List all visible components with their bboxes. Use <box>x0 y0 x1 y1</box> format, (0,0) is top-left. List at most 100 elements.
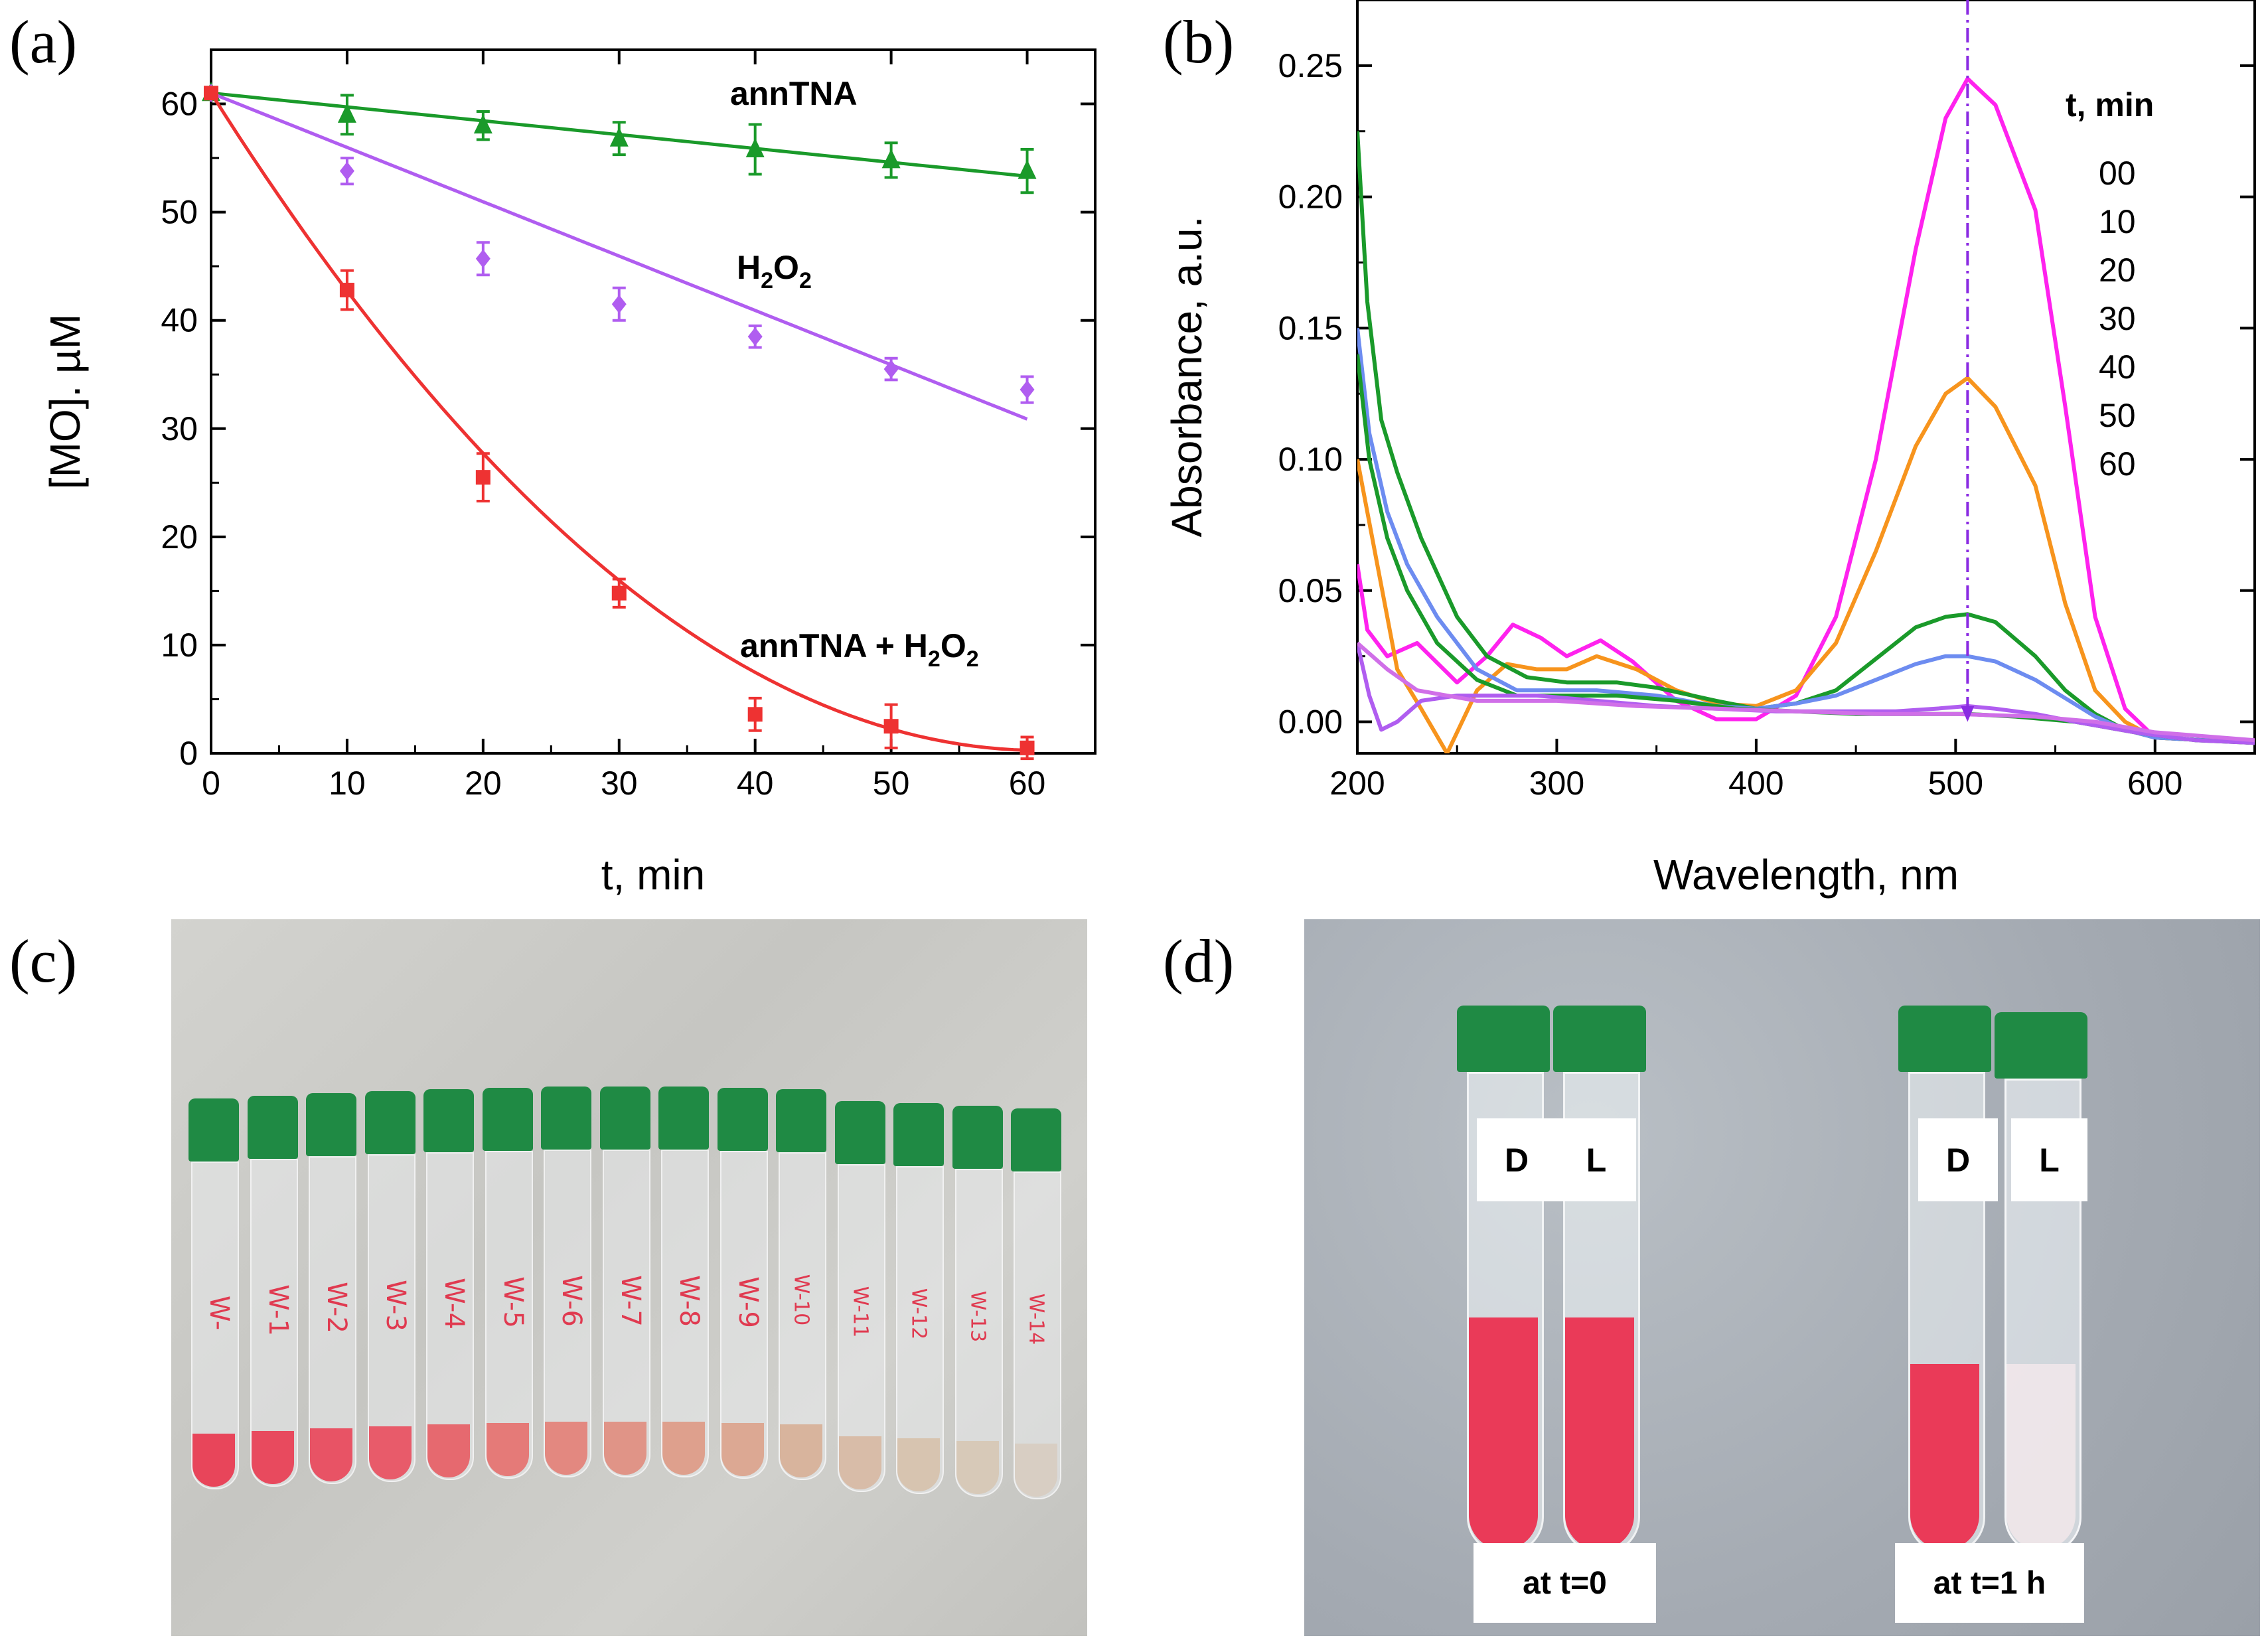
liquid <box>368 1426 412 1479</box>
liquid <box>427 1424 470 1477</box>
liquid-clear <box>2006 1364 2076 1550</box>
tube-label: W-9 <box>732 1276 763 1328</box>
liquid <box>192 1434 235 1487</box>
tube-label: W-13 <box>966 1290 989 1343</box>
cap-green <box>893 1103 944 1166</box>
test-tube: W-1 <box>245 1096 301 1494</box>
cap-green <box>1898 1006 1991 1072</box>
cap-green <box>423 1089 474 1152</box>
series-label-1: H2O2 <box>737 249 812 293</box>
cap-green <box>1553 1006 1646 1072</box>
label-right-d: D <box>1918 1118 1998 1201</box>
y-tick-label-a: 40 <box>161 302 198 339</box>
data-point-triangle <box>473 114 492 134</box>
data-point-square <box>1020 740 1035 755</box>
tube-left-d <box>1457 1006 1550 1556</box>
panel-a-letter: (a) <box>9 8 78 76</box>
tube-left-l <box>1553 1006 1646 1556</box>
data-point-triangle <box>745 138 765 158</box>
y-axis-label-a: [MO]. µM <box>41 314 89 489</box>
test-tube: W-6 <box>538 1087 594 1485</box>
test-tube: W- <box>186 1098 242 1497</box>
data-point-square <box>611 585 627 601</box>
data-point-square <box>204 86 218 101</box>
cap-green <box>247 1096 298 1159</box>
cap-green <box>1995 1012 2087 1079</box>
cap-green <box>658 1087 709 1150</box>
caption-right: at t=1 h <box>1895 1543 2084 1623</box>
liquid <box>897 1438 940 1491</box>
data-point-diamond <box>611 295 627 314</box>
liquid <box>310 1428 352 1481</box>
panel-d-letter: (d) <box>1163 927 1235 995</box>
tube-label: W-11 <box>848 1286 871 1338</box>
test-tube: W-5 <box>480 1088 536 1486</box>
tube-right-d <box>1898 1006 1991 1556</box>
y-tick-label-a: 50 <box>161 194 198 231</box>
test-tube: W-12 <box>891 1103 946 1501</box>
tube-label: W-7 <box>615 1275 646 1327</box>
tube-right-l <box>1995 1012 2087 1556</box>
series-label-2: annTNA + H2O2 <box>740 627 979 672</box>
tube-label: W-4 <box>439 1278 469 1329</box>
liquid <box>486 1423 529 1476</box>
cap-green <box>189 1098 239 1162</box>
tube-label: W-10 <box>789 1274 813 1326</box>
tube-label: W- <box>204 1295 234 1331</box>
tube-label: W-3 <box>380 1280 411 1331</box>
tube-label: W-14 <box>1024 1293 1048 1345</box>
tube-label: W-6 <box>556 1275 587 1327</box>
cap-green <box>364 1091 416 1154</box>
y-tick-label-a: 10 <box>161 627 198 664</box>
tube-label: W-8 <box>674 1275 704 1327</box>
data-point-triangle <box>1018 159 1037 179</box>
cap-green <box>541 1087 591 1150</box>
data-point-square <box>339 283 354 298</box>
x-axis-label-a: t, min <box>601 851 705 899</box>
liquid <box>545 1422 587 1475</box>
tube-label: W-5 <box>497 1276 528 1328</box>
cap-green <box>834 1101 885 1164</box>
x-tick-label-a: 10 <box>329 765 366 802</box>
data-point-diamond <box>1020 380 1035 400</box>
x-tick-label-a: 40 <box>737 765 774 802</box>
label-left-l: L <box>1556 1118 1636 1201</box>
label-left-d: D <box>1477 1118 1556 1201</box>
liquid <box>1015 1444 1057 1497</box>
liquid <box>721 1423 764 1476</box>
tube-label: W-2 <box>321 1282 352 1333</box>
x-tick-label-a: 50 <box>873 765 910 802</box>
cap-green <box>717 1088 768 1151</box>
test-tube: W-14 <box>1008 1108 1064 1507</box>
test-tube: W-4 <box>421 1089 477 1487</box>
tube-label: W-1 <box>262 1284 293 1336</box>
data-point-square <box>475 470 491 485</box>
data-point-triangle <box>337 103 356 123</box>
y-tick-label-a: 0 <box>179 735 198 772</box>
cap-green <box>1011 1108 1061 1171</box>
liquid <box>956 1441 999 1494</box>
cap-green <box>776 1089 826 1152</box>
data-point-triangle <box>609 127 629 147</box>
liquid <box>780 1424 822 1477</box>
chart-a: 0 10 20 30 40 50 60 0 10 20 30 40 50 60 t, min [MO]. µM… <box>41 48 1096 899</box>
test-tube: W-2 <box>303 1093 359 1491</box>
liquid <box>251 1431 294 1484</box>
x-tick-label-a: 30 <box>601 765 638 802</box>
y-tick-label-a: 20 <box>161 518 198 556</box>
data-point-triangle <box>881 149 901 169</box>
panel-b-letter: (b) <box>1163 8 1235 76</box>
test-tube: W-13 <box>950 1106 1006 1504</box>
x-tick-label-a: 60 <box>1009 765 1046 802</box>
label-right-l: L <box>2011 1118 2087 1201</box>
liquid <box>603 1422 646 1475</box>
test-tube: W-3 <box>362 1091 418 1489</box>
cap-green <box>599 1087 650 1150</box>
liquid-red <box>1565 1317 1634 1550</box>
cap-green <box>482 1088 533 1151</box>
photo-d: D L at t=0 D L at t=1 h <box>1304 919 2260 1636</box>
test-tube: W-9 <box>715 1088 771 1486</box>
data-point-diamond <box>883 360 899 379</box>
liquid <box>838 1436 881 1489</box>
tube-rack-c: W- W-1 W-2 W-3 W-4 W-5 W-6 W-7 W-8 W-9 W-10 W-11 W-1… <box>171 919 1087 1636</box>
